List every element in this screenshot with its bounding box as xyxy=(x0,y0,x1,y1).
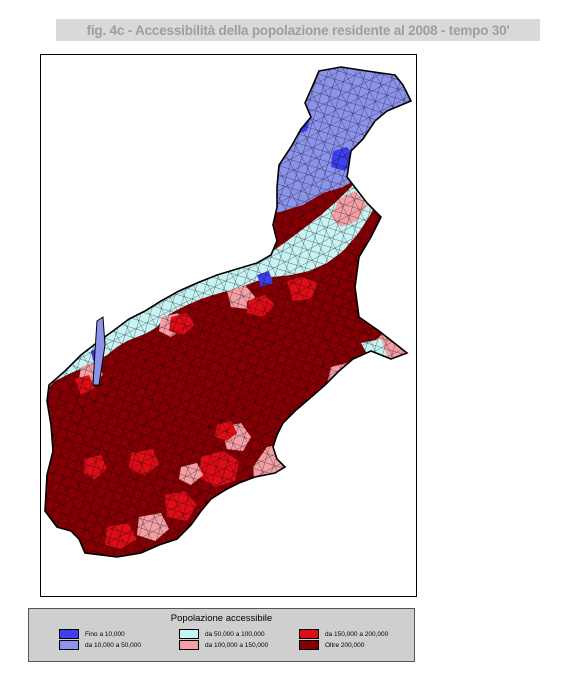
legend-item-10000-50000: da 10,000 a 50,000 xyxy=(59,640,141,650)
figure-title-bar: fig. 4c - Accessibilità della popolazion… xyxy=(56,19,540,41)
region-boundary xyxy=(44,66,413,558)
legend-item-fino-10000: Fino a 10,000 xyxy=(59,629,125,639)
legend-label: Fino a 10,000 xyxy=(85,630,125,638)
figure-title: fig. 4c - Accessibilità della popolazion… xyxy=(86,22,510,38)
legend-swatch xyxy=(179,629,199,639)
legend-label: da 10,000 a 50,000 xyxy=(85,641,142,649)
legend-swatch xyxy=(59,640,79,650)
legend-item-150000-200000: da 150,000 a 200,000 xyxy=(299,629,388,639)
legend-title: Popolazione accessibile xyxy=(170,613,273,624)
legend-item-oltre-200000: Oltre 200,000 xyxy=(299,640,364,650)
legend-item-100000-150000: da 100,000 a 150,000 xyxy=(179,640,268,650)
legend-swatch xyxy=(299,640,319,650)
legend-label: Oltre 200,000 xyxy=(325,641,365,649)
map-legend: Popolazione accessibile Fino a 10,000 da… xyxy=(28,608,415,662)
legend-item-50000-100000: da 50,000 a 100,000 xyxy=(179,629,265,639)
legend-label: da 150,000 a 200,000 xyxy=(325,630,389,638)
legend-label: da 50,000 a 100,000 xyxy=(205,630,265,638)
lake-shore xyxy=(92,316,106,386)
map-frame xyxy=(40,54,417,597)
legend-swatch xyxy=(299,629,319,639)
legend-swatch xyxy=(59,629,79,639)
legend-swatch xyxy=(179,640,199,650)
veneto-accessibility-map xyxy=(44,66,413,558)
legend-label: da 100,000 a 150,000 xyxy=(205,641,269,649)
